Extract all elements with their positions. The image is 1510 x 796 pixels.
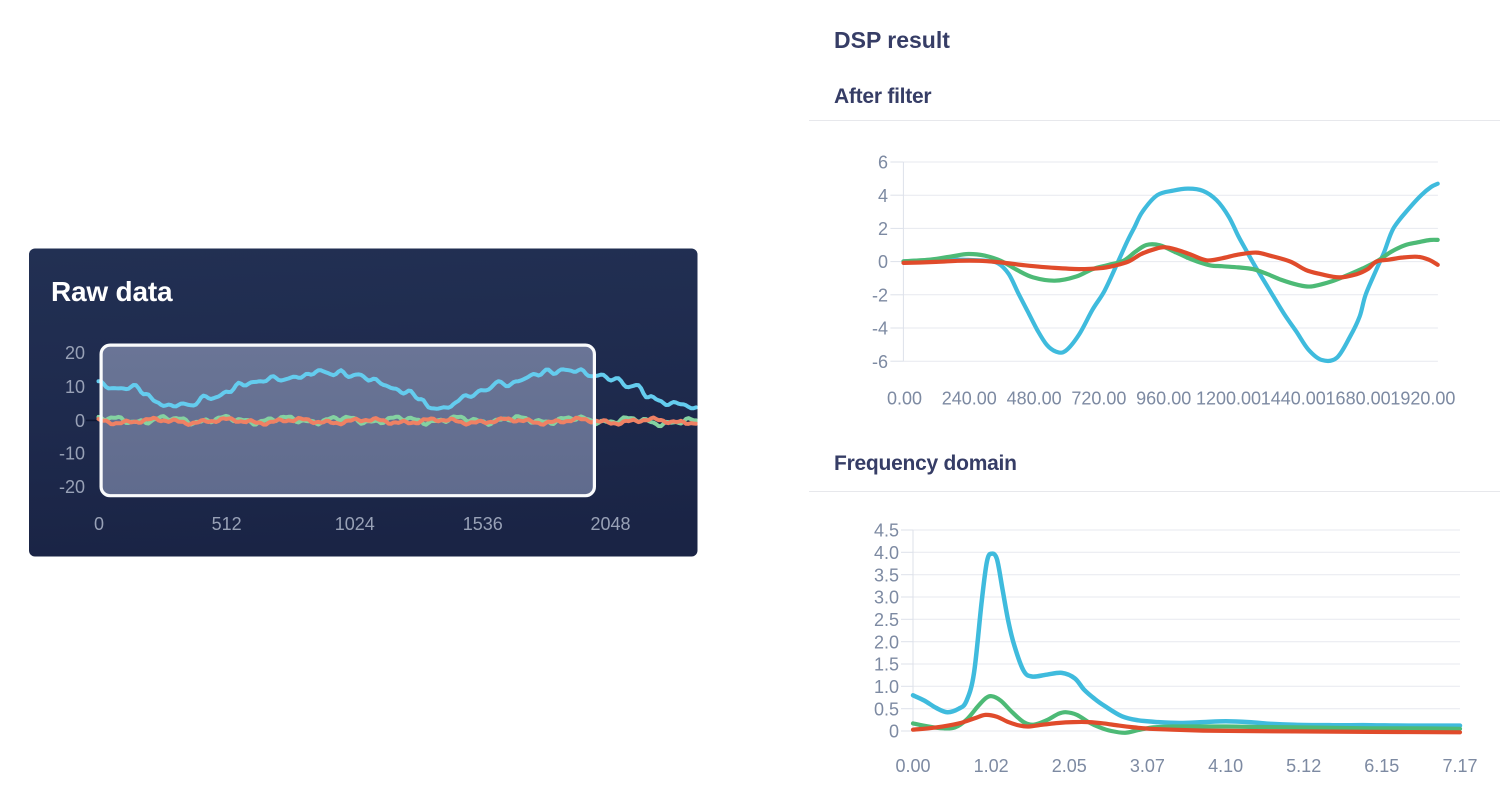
svg-text:240.00: 240.00 — [942, 389, 997, 409]
svg-text:0.00: 0.00 — [895, 756, 930, 776]
svg-text:0.5: 0.5 — [874, 699, 899, 719]
svg-text:720.00: 720.00 — [1071, 389, 1126, 409]
svg-text:1440.00: 1440.00 — [1261, 389, 1326, 409]
svg-text:0: 0 — [878, 252, 888, 272]
svg-text:4.5: 4.5 — [874, 521, 899, 541]
svg-text:1.02: 1.02 — [974, 756, 1009, 776]
svg-text:0: 0 — [75, 411, 85, 431]
svg-text:3.0: 3.0 — [874, 588, 899, 608]
svg-text:1024: 1024 — [335, 514, 375, 534]
svg-text:1536: 1536 — [463, 514, 503, 534]
svg-text:512: 512 — [212, 514, 242, 534]
svg-text:7.17: 7.17 — [1442, 756, 1477, 776]
svg-text:2048: 2048 — [590, 514, 630, 534]
svg-text:4: 4 — [878, 186, 888, 206]
svg-text:2.0: 2.0 — [874, 632, 899, 652]
svg-text:0: 0 — [94, 514, 104, 534]
svg-text:1.0: 1.0 — [874, 677, 899, 697]
svg-text:960.00: 960.00 — [1136, 389, 1191, 409]
svg-text:2.5: 2.5 — [874, 610, 899, 630]
svg-text:-10: -10 — [59, 444, 85, 464]
svg-text:4.0: 4.0 — [874, 543, 899, 563]
svg-text:5.12: 5.12 — [1286, 756, 1321, 776]
svg-text:Raw data: Raw data — [51, 276, 173, 307]
svg-text:4.10: 4.10 — [1208, 756, 1243, 776]
svg-text:1680.00: 1680.00 — [1326, 389, 1391, 409]
svg-text:6.15: 6.15 — [1364, 756, 1399, 776]
svg-text:480.00: 480.00 — [1007, 389, 1062, 409]
svg-text:-20: -20 — [59, 477, 85, 497]
svg-text:6: 6 — [878, 153, 888, 173]
svg-text:10: 10 — [65, 377, 85, 397]
svg-text:-2: -2 — [872, 285, 888, 305]
svg-text:0.00: 0.00 — [887, 389, 922, 409]
svg-text:1920.00: 1920.00 — [1390, 389, 1455, 409]
svg-text:1.5: 1.5 — [874, 655, 899, 675]
svg-text:-4: -4 — [872, 319, 888, 339]
svg-text:2: 2 — [878, 219, 888, 239]
svg-text:1200.00: 1200.00 — [1196, 389, 1261, 409]
svg-text:-6: -6 — [872, 352, 888, 372]
svg-text:3.07: 3.07 — [1130, 756, 1165, 776]
svg-text:2.05: 2.05 — [1052, 756, 1087, 776]
svg-text:0: 0 — [889, 722, 899, 742]
svg-text:20: 20 — [65, 343, 85, 363]
svg-text:3.5: 3.5 — [874, 565, 899, 585]
